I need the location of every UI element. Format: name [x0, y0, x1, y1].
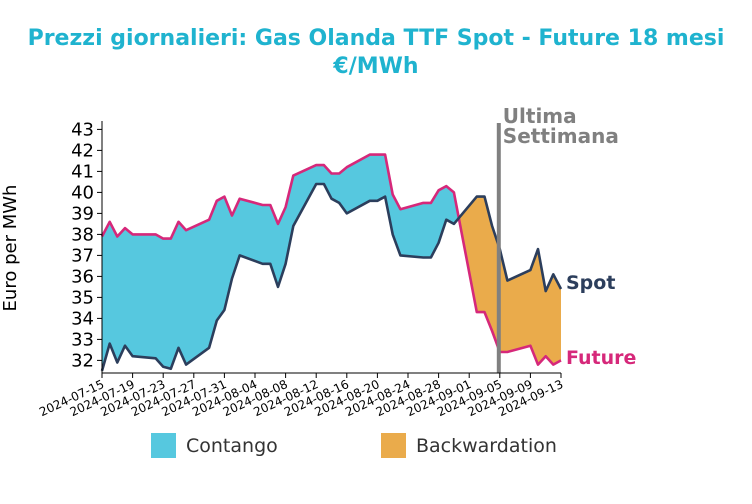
future-line — [100, 153, 562, 366]
spot-end-label: Spot — [566, 272, 615, 294]
y-tick-label: 39 — [71, 203, 94, 224]
contango-area-layer — [102, 154, 459, 371]
y-tick-label: 35 — [71, 287, 94, 308]
y-tick-label: 37 — [71, 245, 94, 266]
legend-label-backwardation: Backwardation — [416, 435, 557, 457]
y-tick-label: 33 — [71, 329, 94, 350]
series-lines-layer — [100, 153, 563, 372]
legend-swatch-backwardation — [381, 433, 406, 458]
y-tick-label: 41 — [71, 161, 94, 182]
series-end-labels: Spot Future — [566, 272, 636, 369]
legend: Contango Backwardation — [151, 433, 557, 458]
contango-region-0 — [102, 154, 459, 371]
y-tick-label: 43 — [71, 119, 94, 140]
future-end-label: Future — [566, 347, 636, 369]
y-tick-label: 40 — [71, 182, 94, 203]
last-week-label-line-2: Settimana — [503, 124, 619, 148]
y-tick-label: 36 — [71, 266, 94, 287]
axes: 3233343536373839404142432024-07-152024-0… — [37, 119, 565, 419]
chart-title-line-2: €/MWh — [332, 54, 418, 79]
last-week-label-line-1: Ultima — [503, 104, 577, 128]
legend-swatch-contango — [151, 433, 176, 458]
legend-label-contango: Contango — [186, 435, 278, 457]
chart-title-line-1: Prezzi giornalieri: Gas Olanda TTF Spot … — [28, 26, 725, 51]
y-tick-label: 38 — [71, 224, 94, 245]
y-tick-label: 42 — [71, 140, 94, 161]
spot-line — [100, 182, 563, 372]
y-axis-label: Euro per MWh — [0, 185, 21, 312]
y-tick-label: 34 — [71, 308, 94, 329]
y-tick-label: 32 — [71, 350, 94, 371]
